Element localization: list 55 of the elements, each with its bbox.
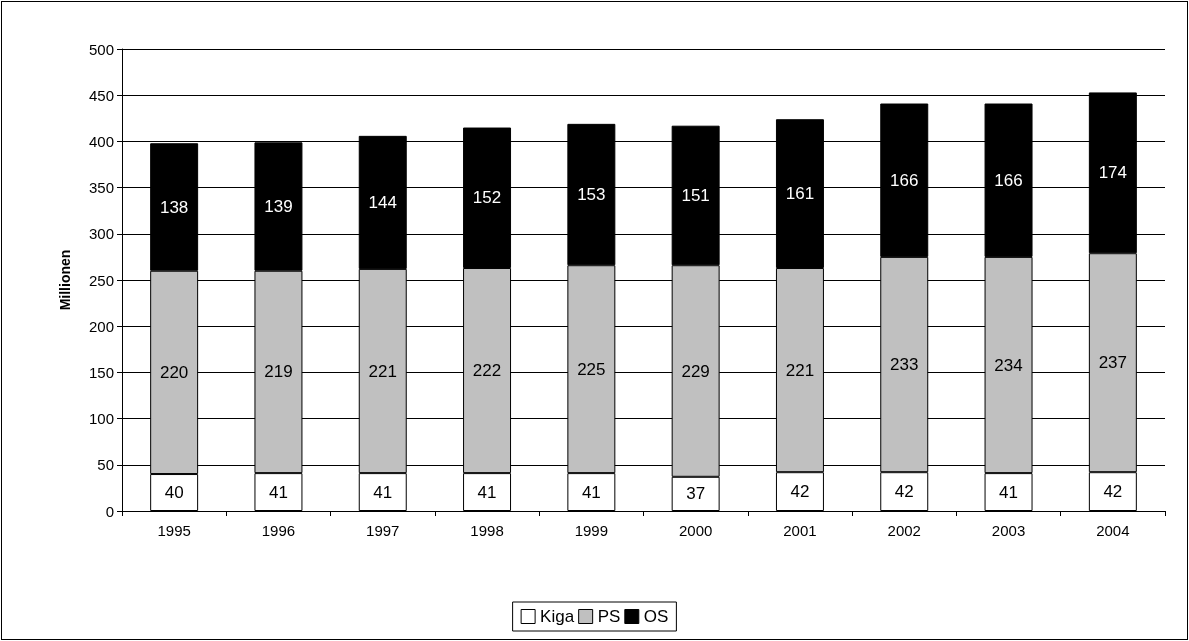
data-label: 151 <box>681 185 710 205</box>
data-label: 220 <box>159 362 189 382</box>
legend-label: PS <box>597 607 621 626</box>
data-label: 42 <box>790 482 810 502</box>
x-tick-label: 1996 <box>261 522 296 539</box>
data-label: 42 <box>894 482 914 502</box>
data-label: 233 <box>890 355 919 375</box>
data-label: 153 <box>577 185 606 205</box>
data-label: 42 <box>1103 482 1123 502</box>
y-tick-label: 250 <box>88 271 114 289</box>
data-label: 41 <box>477 482 497 502</box>
data-label: 222 <box>472 361 502 381</box>
data-label: 41 <box>999 482 1019 502</box>
y-tick-label: 500 <box>88 40 114 58</box>
y-axis-title: Millionen <box>57 249 73 311</box>
y-tick-label: 400 <box>88 132 114 150</box>
legend-label: Kiga <box>540 607 575 626</box>
data-label: 144 <box>368 192 397 212</box>
data-label: 174 <box>1098 163 1128 183</box>
y-tick-label: 50 <box>97 456 114 474</box>
data-label: 221 <box>785 360 815 380</box>
data-label: 138 <box>159 197 189 217</box>
x-tick-label: 1995 <box>157 522 191 539</box>
y-tick-label: 200 <box>88 317 114 335</box>
data-label: 166 <box>994 170 1023 190</box>
data-label: 41 <box>373 482 393 502</box>
x-tick-label: 2001 <box>783 522 817 539</box>
x-tick-label: 1998 <box>470 522 504 539</box>
y-tick-label: 100 <box>88 410 114 428</box>
y-tick-label: 350 <box>88 179 114 197</box>
data-label: 41 <box>581 482 601 502</box>
x-tick-label: 2002 <box>887 522 921 539</box>
legend-label: OS <box>643 607 669 626</box>
data-label: 41 <box>268 482 288 502</box>
data-label: 37 <box>686 484 706 504</box>
data-label: 219 <box>264 362 293 382</box>
y-tick-label: 450 <box>88 86 114 104</box>
x-tick-label: 2000 <box>678 522 713 539</box>
data-label: 237 <box>1098 353 1128 373</box>
y-tick-label: 0 <box>105 502 114 520</box>
data-label: 221 <box>368 361 397 381</box>
x-tick-label: 1999 <box>574 522 609 539</box>
data-label: 161 <box>785 184 815 204</box>
data-label: 166 <box>890 170 919 190</box>
data-label: 229 <box>681 361 710 381</box>
data-label: 152 <box>472 188 502 208</box>
x-tick-label: 1997 <box>366 522 400 539</box>
data-label: 139 <box>264 197 293 217</box>
y-tick-label: 150 <box>88 363 114 381</box>
data-label: 225 <box>577 359 606 379</box>
data-label: 40 <box>164 483 184 503</box>
y-tick-label: 300 <box>88 225 114 243</box>
x-tick-label: 2004 <box>1096 522 1130 539</box>
x-tick-label: 2003 <box>991 522 1026 539</box>
data-label: 234 <box>994 355 1023 375</box>
